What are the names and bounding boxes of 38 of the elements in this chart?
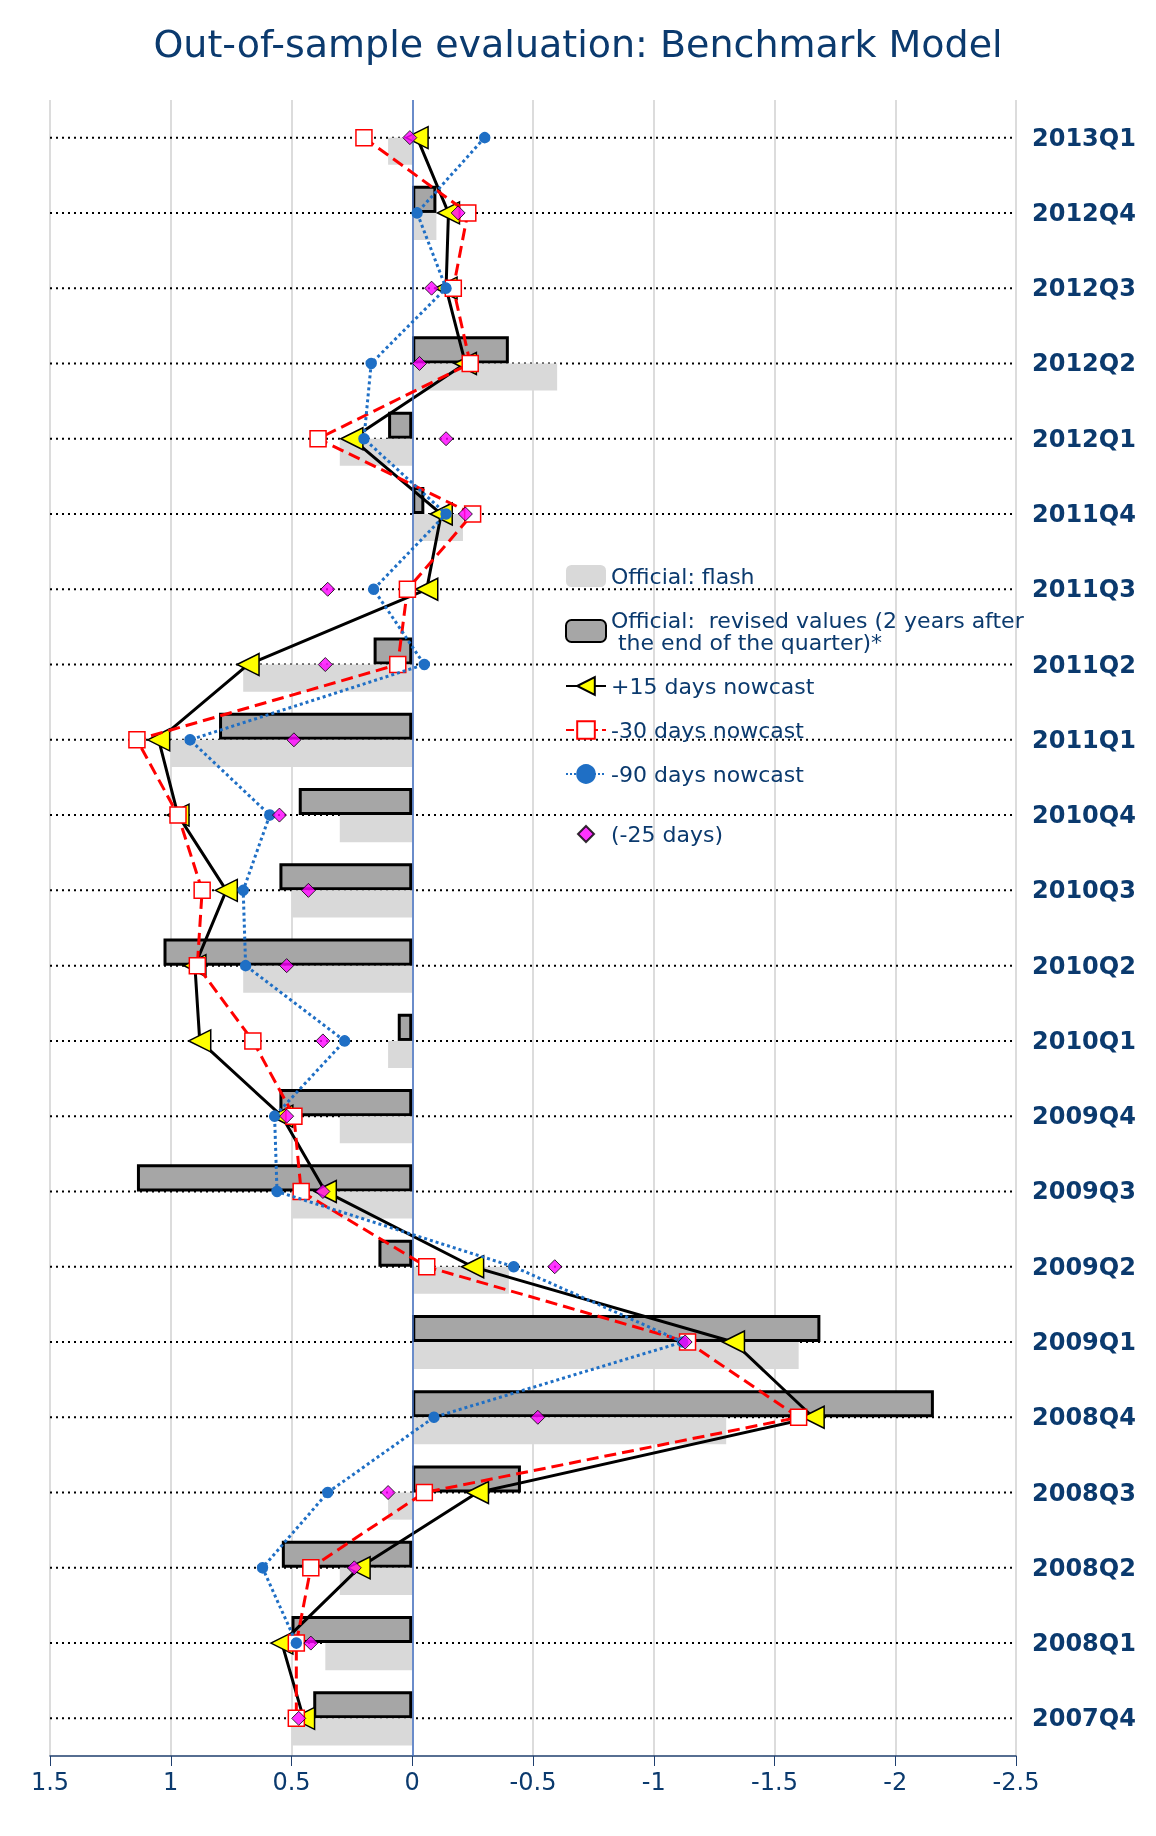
y-tick-label: 2008Q3	[1032, 1478, 1136, 1507]
y-tick-label: 2010Q2	[1032, 951, 1136, 980]
y-tick-label: 2012Q3	[1032, 274, 1136, 303]
x-tick-label: 1.5	[30, 1768, 70, 1796]
y-tick-label: 2008Q2	[1032, 1553, 1136, 1582]
legend-label: (-25 days)	[611, 821, 724, 847]
y-tick-label: 2011Q3	[1032, 575, 1136, 604]
x-tick-label: 1	[163, 1768, 179, 1796]
x-tick-label: -0.5	[509, 1768, 557, 1796]
x-tick-label: -2	[883, 1768, 908, 1796]
x-tick-label: -1.5	[751, 1768, 798, 1796]
y-tick-label: 2012Q1	[1032, 424, 1136, 453]
y-tick-label: 2013Q1	[1032, 123, 1136, 152]
y-tick-label: 2009Q3	[1032, 1177, 1136, 1206]
y-tick-label: 2011Q2	[1032, 650, 1136, 679]
y-tick-label: 2011Q4	[1032, 500, 1136, 528]
legend-label: -90 days nowcast	[611, 761, 805, 787]
legend-label: Official: flash	[611, 563, 755, 589]
y-tick-label: 2012Q2	[1032, 349, 1136, 378]
y-tick-label: 2012Q4	[1032, 198, 1136, 227]
y-tick-label: 2011Q1	[1032, 725, 1136, 754]
y-tick-label: 2009Q4	[1032, 1102, 1136, 1131]
x-tick-label: 0	[404, 1768, 420, 1796]
x-tick-label: -1	[641, 1768, 666, 1796]
x-tick-label: 0.5	[272, 1768, 311, 1796]
legend-label: +15 days nowcast	[611, 673, 815, 699]
y-tick-label: 2010Q3	[1032, 876, 1136, 905]
legend-label: Official: revised values (2 years after the end of the quarter)*	[611, 607, 1025, 655]
chart-title: Out-of-sample evaluation: Benchmark Model	[153, 22, 1003, 66]
y-tick-label: 2009Q1	[1032, 1328, 1136, 1356]
y-tick-label: 2008Q1	[1032, 1629, 1136, 1658]
y-tick-label: 2010Q1	[1032, 1026, 1136, 1055]
y-tick-label: 2008Q4	[1032, 1403, 1136, 1432]
legend-label: -30 days nowcast	[611, 717, 805, 743]
x-tick-label: -2.5	[992, 1768, 1040, 1796]
y-tick-label: 2007Q4	[1032, 1704, 1136, 1733]
y-tick-label: 2009Q2	[1032, 1252, 1136, 1281]
y-tick-label: 2010Q4	[1032, 801, 1136, 830]
